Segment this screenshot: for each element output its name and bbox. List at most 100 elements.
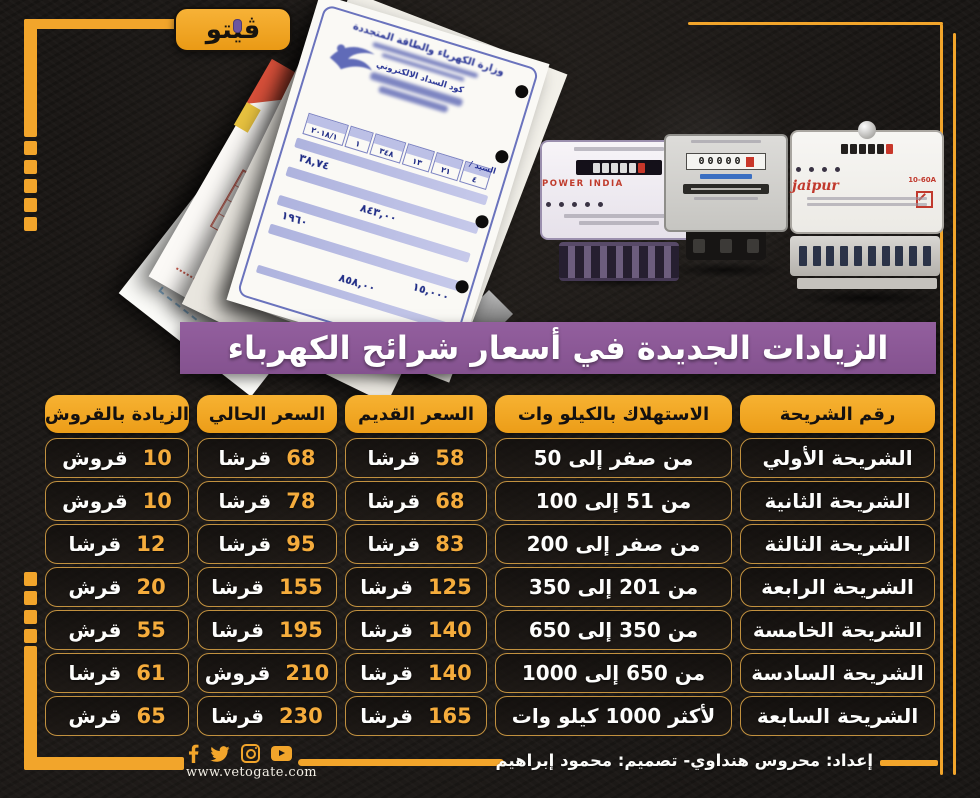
new-price-value: 95 — [286, 532, 316, 556]
microphone-icon — [233, 19, 242, 33]
bill-frame: وزارة الكهرباء والطاقة المتجددة كود السد… — [236, 3, 540, 361]
consumption-range: لأكثر 1000 كيلو وات — [511, 704, 716, 728]
electricity-logo-icon — [329, 44, 375, 71]
old-price-unit: قرشا — [367, 489, 421, 513]
increase-value: 10 — [142, 489, 172, 513]
old-price-value: 58 — [435, 446, 465, 470]
meter-fine-print — [691, 140, 761, 143]
meter-fine-print — [574, 147, 664, 151]
twitter-icon[interactable] — [210, 745, 230, 762]
meter-shadow — [790, 290, 942, 306]
frame-dash — [24, 160, 37, 174]
bill-paper-front: وزارة الكهرباء والطاقة المتجددة كود السد… — [226, 0, 550, 371]
meter-fine-print — [807, 203, 927, 206]
increase-value: 10 — [142, 446, 172, 470]
new-price-unit: قرشا — [211, 618, 264, 642]
header-tier-number: رقم الشريحة — [740, 395, 935, 433]
new-price-unit: قرشا — [211, 575, 264, 599]
increase-value: 20 — [136, 575, 166, 599]
meter-seal-screw — [858, 121, 876, 139]
frame-dash — [24, 591, 37, 605]
header-old-price: السعر القديم — [345, 395, 487, 433]
meter-fine-print — [564, 214, 674, 218]
new-price-value: 230 — [278, 704, 323, 728]
meter-terminal-block — [790, 236, 940, 276]
header-consumption: الاستهلاك بالكيلو وات — [495, 395, 732, 433]
table-row: الشريحة السادسة من 650 إلى 1000 140 قرشا … — [45, 653, 935, 693]
old-price-value: 125 — [427, 575, 472, 599]
new-price-value: 155 — [278, 575, 323, 599]
increase-value: 61 — [136, 661, 166, 685]
meter-brand-smudge — [700, 174, 752, 179]
old-price-value: 68 — [435, 489, 465, 513]
table-row: الشريحة الثانية من 51 إلى 100 68 قرشا 78 ق… — [45, 481, 935, 521]
table-row: الشريحة الرابعة من 201 إلى 350 125 قرشا 1… — [45, 567, 935, 607]
header-current-price: السعر الحالي — [197, 395, 337, 433]
social-icons — [188, 744, 292, 763]
instagram-icon[interactable] — [241, 744, 260, 763]
consumption-range: من صفر إلى 50 — [533, 446, 694, 470]
meter-reading: 00000 — [698, 155, 744, 167]
old-price-value: 140 — [427, 618, 472, 642]
old-price-unit: قرشا — [367, 532, 421, 556]
increase-unit: قرشا — [68, 532, 122, 556]
tariff-table: رقم الشريحة الاستهلاك بالكيلو وات السعر … — [45, 395, 935, 739]
tier-name: الشريحة السابعة — [756, 704, 919, 728]
frame-top-thin-line — [688, 22, 943, 25]
frame-dash — [24, 141, 37, 155]
frame-dash — [24, 198, 37, 212]
tier-name: الشريحة السادسة — [751, 661, 924, 685]
new-price-unit: قرشا — [218, 489, 272, 513]
meter-counter-display — [792, 144, 942, 154]
increase-value: 65 — [136, 704, 166, 728]
old-price-value: 83 — [435, 532, 465, 556]
old-price-value: 165 — [427, 704, 472, 728]
increase-value: 55 — [136, 618, 166, 642]
meter-counter-display — [576, 160, 662, 175]
frame-dash — [24, 610, 37, 624]
frame-right-line-inner — [940, 24, 943, 775]
meter-terminal-dots — [542, 192, 696, 211]
new-price-value: 210 — [285, 661, 330, 685]
meter-fine-print — [807, 197, 927, 200]
table-row: الشريحة السابعة لأكثر 1000 كيلو وات 165 ق… — [45, 696, 935, 736]
meter-terminal-dots — [792, 157, 942, 176]
tier-name: الشريحة الثالثة — [764, 532, 911, 556]
frame-right-line-outer — [953, 33, 956, 775]
youtube-icon[interactable] — [271, 746, 292, 761]
increase-unit: قروش — [62, 446, 128, 470]
consumption-range: من 51 إلى 100 — [535, 489, 692, 513]
meter-terminal-block — [686, 232, 766, 260]
table-row: الشريحة الخامسة من 350 إلى 650 140 قرشا 1… — [45, 610, 935, 650]
increase-unit: قرشا — [68, 661, 122, 685]
new-price-value: 195 — [278, 618, 323, 642]
meter-fine-print — [579, 221, 659, 225]
frame-dash — [24, 179, 37, 193]
frame-dash — [24, 217, 37, 231]
electricity-meter-gray: 00000 — [664, 134, 788, 260]
old-price-unit: قرشا — [360, 704, 413, 728]
increase-unit: قرش — [68, 704, 122, 728]
meter-brand-label: jaipur — [792, 178, 839, 194]
veto-logo-text: ڤيتو — [206, 17, 261, 43]
facebook-icon[interactable] — [188, 744, 199, 763]
page-title: الزيادات الجديدة في أسعار شرائح الكهرباء — [227, 329, 889, 367]
new-price-unit: قروش — [204, 661, 271, 685]
frame-dash — [24, 572, 37, 586]
frame-dash — [24, 629, 37, 643]
meter-terminal-block — [559, 242, 679, 281]
old-price-value: 140 — [427, 661, 472, 685]
increase-unit: قرش — [68, 575, 122, 599]
consumption-range: من 650 إلى 1000 — [521, 661, 706, 685]
new-price-unit: قرشا — [211, 704, 264, 728]
meter-face: 00000 — [664, 134, 788, 232]
old-price-unit: قرشا — [360, 618, 413, 642]
old-price-unit: قرشا — [360, 575, 413, 599]
old-price-unit: قرشا — [360, 661, 413, 685]
website-url[interactable]: www.vetogate.com — [186, 765, 318, 780]
electricity-meter-white: 10-60A jaipur — [790, 121, 944, 289]
meter-brand-label: POWER INDIA — [542, 179, 624, 189]
header-increase: الزيادة بالقروش — [45, 395, 189, 433]
increase-unit: قروش — [62, 489, 128, 513]
meter-counter-display: 00000 — [686, 153, 766, 170]
